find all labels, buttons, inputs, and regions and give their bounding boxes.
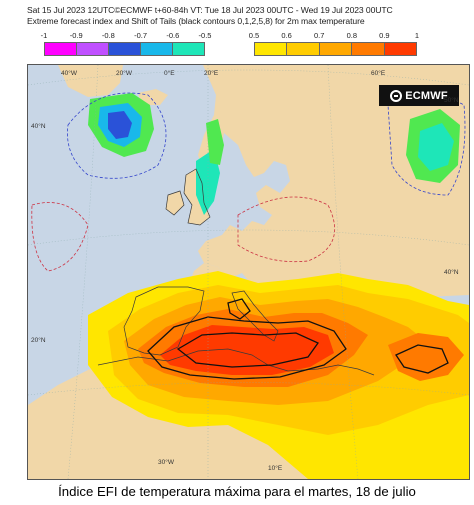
color-swatch bbox=[77, 43, 109, 55]
cold-patch-russia-teal bbox=[418, 123, 454, 171]
map-caption: Índice EFI de temperatura máxima para el… bbox=[58, 484, 416, 499]
lon-label: 40°W bbox=[61, 70, 77, 77]
color-swatch bbox=[352, 43, 385, 55]
efi-warm-anomaly bbox=[88, 271, 469, 479]
product-description-header: Extreme forecast index and Shift of Tail… bbox=[27, 16, 365, 26]
color-swatch bbox=[319, 43, 353, 55]
lat-label: 40°N bbox=[444, 269, 459, 276]
ecmwf-logo-icon bbox=[390, 89, 403, 102]
land-iceland bbox=[138, 89, 168, 105]
negative-efi-legend: -1 -0.9 -0.8 -0.7 -0.6 -0.5 bbox=[40, 31, 211, 56]
lat-label: 20°N bbox=[31, 337, 46, 344]
coastlines bbox=[97, 168, 375, 376]
ecmwf-logo: ECMWF bbox=[379, 85, 459, 106]
color-swatch bbox=[173, 43, 204, 55]
efi-cold-anomaly bbox=[88, 93, 460, 215]
lat-label: 40°N bbox=[31, 123, 46, 130]
legend-tick: -0.8 bbox=[101, 31, 115, 40]
legend-tick: -0.6 bbox=[166, 31, 180, 40]
lat-label: 50°N bbox=[444, 97, 459, 104]
map-canvas bbox=[28, 65, 469, 479]
lon-label: 10°E bbox=[268, 465, 283, 472]
legend-tick: 0.7 bbox=[313, 31, 325, 40]
legend-tick: 0.9 bbox=[379, 31, 390, 40]
cold-patch-atlantic-blue bbox=[108, 111, 132, 139]
color-swatch bbox=[287, 43, 320, 55]
shift-of-tails-contours bbox=[147, 298, 449, 380]
land-greenland bbox=[58, 65, 123, 97]
ecmwf-logo-text: ECMWF bbox=[405, 89, 448, 102]
legend-tick: -0.5 bbox=[198, 31, 212, 40]
forecast-validity-header: Sat 15 Jul 2023 12UTC©ECMWF t+60-84h VT:… bbox=[27, 5, 393, 15]
lon-label: 30°W bbox=[158, 459, 174, 466]
color-swatch bbox=[255, 43, 288, 55]
land-eurasia bbox=[198, 65, 469, 297]
color-swatch bbox=[141, 43, 173, 55]
lon-label: 20°E bbox=[204, 70, 219, 77]
lon-label: 60°E bbox=[371, 70, 386, 77]
efi-zone-09 bbox=[160, 325, 334, 375]
legend-tick: 0.5 bbox=[248, 31, 260, 40]
efi-map: ECMWF 40°W 20°W 0°E 20°E 60°E 40°N 20°N … bbox=[27, 64, 470, 480]
graticule bbox=[28, 65, 469, 479]
efi-zone-levant bbox=[388, 333, 464, 381]
land-ireland bbox=[166, 191, 184, 215]
legend-tick: 1 bbox=[414, 31, 420, 40]
legend-tick: 0.8 bbox=[346, 31, 358, 40]
color-swatch bbox=[384, 43, 417, 55]
positive-efi-legend: 0.5 0.6 0.7 0.8 0.9 1 bbox=[249, 31, 420, 56]
negative-color-bar bbox=[44, 42, 205, 56]
cold-patch-norway-green bbox=[206, 119, 224, 165]
legend-tick: 0.6 bbox=[281, 31, 292, 40]
lon-label: 0°E bbox=[164, 70, 175, 77]
legend-tick: -0.9 bbox=[69, 31, 83, 40]
color-swatch bbox=[45, 43, 77, 55]
positive-color-bar bbox=[254, 42, 417, 56]
legend-tick: -1 bbox=[40, 31, 48, 40]
lon-label: 20°W bbox=[116, 70, 132, 77]
color-swatch bbox=[109, 43, 141, 55]
legend-tick: -0.7 bbox=[134, 31, 148, 40]
